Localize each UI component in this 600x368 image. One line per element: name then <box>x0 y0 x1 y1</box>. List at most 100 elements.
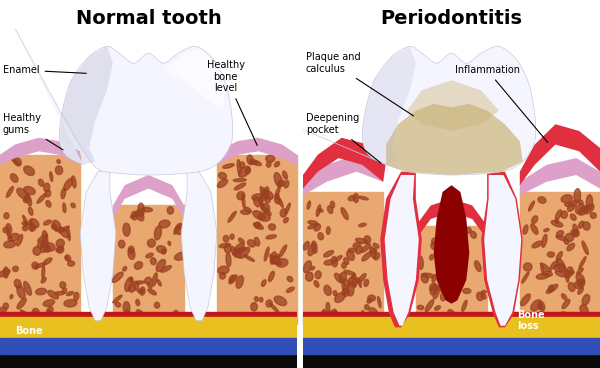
Ellipse shape <box>260 187 266 197</box>
Ellipse shape <box>346 314 357 321</box>
Ellipse shape <box>132 281 145 284</box>
Ellipse shape <box>335 293 345 302</box>
Ellipse shape <box>275 194 283 207</box>
Ellipse shape <box>353 243 361 247</box>
Ellipse shape <box>175 226 182 235</box>
Ellipse shape <box>521 294 530 306</box>
Ellipse shape <box>475 261 481 272</box>
Ellipse shape <box>576 273 584 284</box>
Ellipse shape <box>59 226 70 233</box>
Ellipse shape <box>370 247 376 259</box>
Ellipse shape <box>356 246 362 254</box>
Ellipse shape <box>65 256 68 261</box>
Ellipse shape <box>529 201 535 211</box>
Ellipse shape <box>573 230 579 237</box>
Ellipse shape <box>557 259 565 272</box>
Ellipse shape <box>578 206 588 215</box>
Ellipse shape <box>4 267 8 278</box>
Ellipse shape <box>271 252 276 264</box>
Ellipse shape <box>371 248 377 253</box>
Ellipse shape <box>50 172 53 181</box>
Ellipse shape <box>580 305 588 315</box>
Ellipse shape <box>263 314 273 325</box>
Ellipse shape <box>322 311 327 318</box>
Text: Bone: Bone <box>15 326 43 336</box>
Ellipse shape <box>59 227 69 238</box>
Ellipse shape <box>359 197 368 200</box>
Ellipse shape <box>331 309 336 316</box>
Ellipse shape <box>451 284 455 291</box>
Ellipse shape <box>334 255 342 262</box>
Ellipse shape <box>0 269 10 277</box>
Ellipse shape <box>556 210 562 220</box>
Ellipse shape <box>565 267 573 278</box>
Ellipse shape <box>130 277 133 283</box>
Polygon shape <box>407 80 499 131</box>
Ellipse shape <box>265 187 269 192</box>
Ellipse shape <box>374 253 380 260</box>
Ellipse shape <box>538 305 543 309</box>
Ellipse shape <box>259 194 268 201</box>
Ellipse shape <box>242 194 245 208</box>
Ellipse shape <box>547 284 558 293</box>
Text: Deepening
pocket: Deepening pocket <box>306 113 381 163</box>
Ellipse shape <box>247 155 253 164</box>
Ellipse shape <box>547 252 554 257</box>
Ellipse shape <box>259 297 263 302</box>
Ellipse shape <box>430 284 438 295</box>
Ellipse shape <box>134 282 139 290</box>
Ellipse shape <box>253 223 263 229</box>
Ellipse shape <box>556 231 563 237</box>
Ellipse shape <box>57 246 64 253</box>
Ellipse shape <box>17 188 28 199</box>
Ellipse shape <box>156 259 166 272</box>
Ellipse shape <box>250 161 257 164</box>
Ellipse shape <box>562 294 567 300</box>
Bar <box>0 337 297 354</box>
Ellipse shape <box>235 243 244 254</box>
Ellipse shape <box>568 283 575 291</box>
Ellipse shape <box>38 179 44 186</box>
Ellipse shape <box>326 302 330 312</box>
Ellipse shape <box>582 241 588 255</box>
Ellipse shape <box>340 272 347 282</box>
Ellipse shape <box>32 262 38 269</box>
Ellipse shape <box>271 256 280 264</box>
Ellipse shape <box>125 277 133 291</box>
Ellipse shape <box>154 302 160 308</box>
Ellipse shape <box>564 239 569 244</box>
Ellipse shape <box>128 248 135 259</box>
Ellipse shape <box>254 197 260 207</box>
Ellipse shape <box>359 223 366 227</box>
Ellipse shape <box>324 285 331 296</box>
Text: Plaque and
calculus: Plaque and calculus <box>306 53 413 116</box>
Ellipse shape <box>140 287 145 295</box>
Ellipse shape <box>128 284 135 292</box>
Ellipse shape <box>578 287 583 294</box>
Ellipse shape <box>315 271 321 279</box>
Ellipse shape <box>568 270 574 274</box>
Ellipse shape <box>4 241 16 248</box>
Ellipse shape <box>245 167 250 174</box>
Ellipse shape <box>565 203 575 207</box>
Ellipse shape <box>578 200 583 205</box>
Ellipse shape <box>157 246 166 253</box>
Ellipse shape <box>571 214 576 220</box>
Ellipse shape <box>573 224 578 233</box>
Ellipse shape <box>113 295 122 303</box>
Ellipse shape <box>463 289 471 294</box>
Ellipse shape <box>236 276 244 289</box>
Ellipse shape <box>24 197 27 201</box>
Ellipse shape <box>270 254 275 263</box>
Ellipse shape <box>432 275 436 282</box>
Ellipse shape <box>524 316 533 323</box>
Ellipse shape <box>274 296 287 305</box>
Text: Healthy
bone
level: Healthy bone level <box>207 60 257 145</box>
Ellipse shape <box>226 253 231 266</box>
Ellipse shape <box>233 249 245 255</box>
Ellipse shape <box>544 229 549 232</box>
Ellipse shape <box>241 210 250 215</box>
Ellipse shape <box>362 252 371 261</box>
Ellipse shape <box>373 243 379 248</box>
Ellipse shape <box>327 314 334 323</box>
